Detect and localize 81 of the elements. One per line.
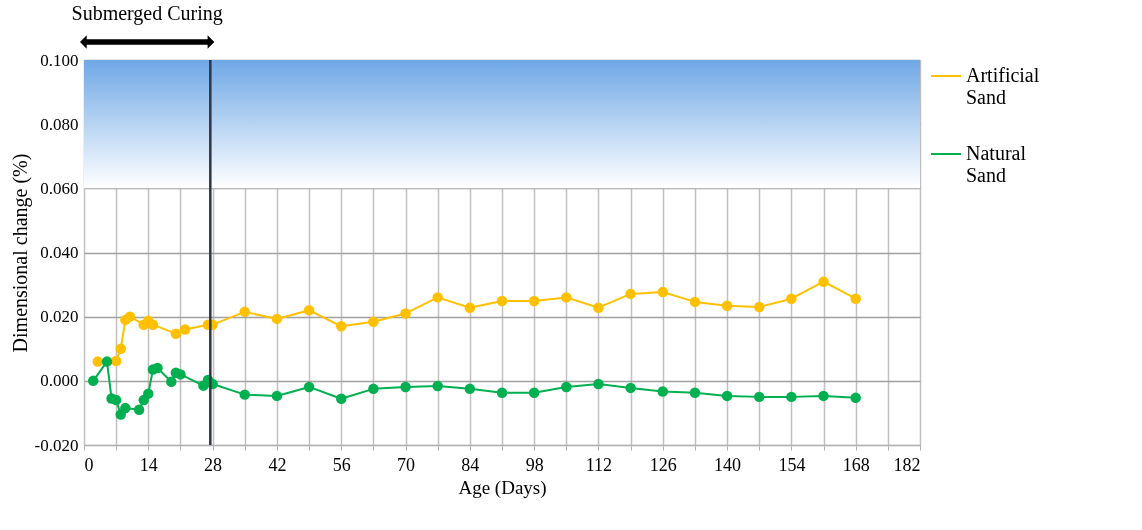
point bbox=[786, 293, 797, 304]
point bbox=[528, 387, 540, 398]
point bbox=[152, 362, 163, 374]
point bbox=[303, 305, 315, 316]
point bbox=[271, 390, 283, 402]
point bbox=[271, 313, 283, 325]
point bbox=[689, 296, 701, 308]
point bbox=[239, 389, 251, 400]
point bbox=[657, 286, 669, 298]
point bbox=[432, 380, 443, 392]
x-tick-label: 14 bbox=[139, 454, 158, 475]
point bbox=[166, 376, 177, 388]
point bbox=[593, 302, 604, 313]
x-tick-label: 182 bbox=[893, 454, 921, 475]
point bbox=[432, 292, 443, 303]
point bbox=[335, 321, 347, 332]
legend-label: Natural Sand bbox=[966, 142, 1027, 186]
y-axis-title: Dimensional change (%) bbox=[8, 153, 32, 353]
point bbox=[528, 295, 540, 307]
point bbox=[368, 383, 379, 395]
x-tick-label: 98 bbox=[525, 454, 544, 475]
x-tick-label: 154 bbox=[778, 454, 806, 475]
point bbox=[92, 356, 104, 367]
point bbox=[239, 306, 251, 318]
point bbox=[625, 288, 636, 300]
point bbox=[179, 324, 191, 335]
point bbox=[115, 343, 126, 354]
point bbox=[561, 292, 572, 303]
point bbox=[593, 378, 604, 390]
y-tick-label: 0.020 bbox=[40, 307, 79, 327]
y-tick-label: 0.040 bbox=[40, 243, 79, 262]
point bbox=[818, 276, 829, 287]
point bbox=[689, 387, 701, 398]
point bbox=[464, 302, 476, 313]
x-tick-label: 84 bbox=[461, 454, 480, 475]
x-tick-label: 140 bbox=[714, 454, 742, 475]
x-tick-label: 70 bbox=[397, 454, 416, 475]
point bbox=[368, 316, 379, 328]
point bbox=[87, 375, 99, 387]
x-tick-label: 42 bbox=[268, 454, 287, 475]
point bbox=[850, 293, 861, 304]
point bbox=[133, 404, 145, 415]
point bbox=[110, 355, 122, 367]
point bbox=[335, 393, 347, 405]
text: Submerged Curing bbox=[71, 2, 223, 25]
point bbox=[101, 356, 113, 367]
point bbox=[625, 382, 636, 394]
x-tick-label: 0 bbox=[84, 454, 94, 475]
point bbox=[721, 390, 733, 402]
point bbox=[561, 381, 572, 393]
point bbox=[400, 308, 411, 319]
y-tick-label: 0.080 bbox=[40, 114, 79, 134]
x-axis-title: Age (Days) bbox=[458, 476, 547, 499]
point bbox=[143, 388, 154, 399]
y-tick-label: 0.000 bbox=[40, 371, 79, 391]
point bbox=[147, 319, 159, 330]
y-tick-label: -0.020 bbox=[34, 435, 79, 455]
point bbox=[753, 391, 765, 403]
point bbox=[120, 402, 131, 414]
x-tick-label: 168 bbox=[842, 454, 870, 475]
x-tick-label: 112 bbox=[585, 454, 613, 475]
point bbox=[721, 300, 733, 311]
point bbox=[464, 383, 476, 395]
point bbox=[303, 381, 315, 393]
y-tick-label: 0.060 bbox=[40, 178, 79, 198]
point bbox=[175, 369, 186, 380]
point bbox=[124, 311, 136, 322]
x-tick-label: 126 bbox=[649, 454, 677, 475]
point bbox=[850, 392, 861, 404]
x-tick-label: 28 bbox=[204, 454, 223, 475]
point bbox=[496, 387, 508, 398]
point bbox=[400, 381, 411, 393]
legend-label: Artificial Sand bbox=[966, 64, 1040, 108]
point bbox=[786, 391, 797, 403]
y-tick-label: 0.100 bbox=[40, 50, 79, 70]
point bbox=[496, 295, 508, 307]
point bbox=[170, 328, 182, 339]
point bbox=[753, 301, 765, 313]
point bbox=[818, 390, 829, 402]
x-tick-label: 56 bbox=[332, 454, 351, 475]
point bbox=[657, 386, 669, 397]
